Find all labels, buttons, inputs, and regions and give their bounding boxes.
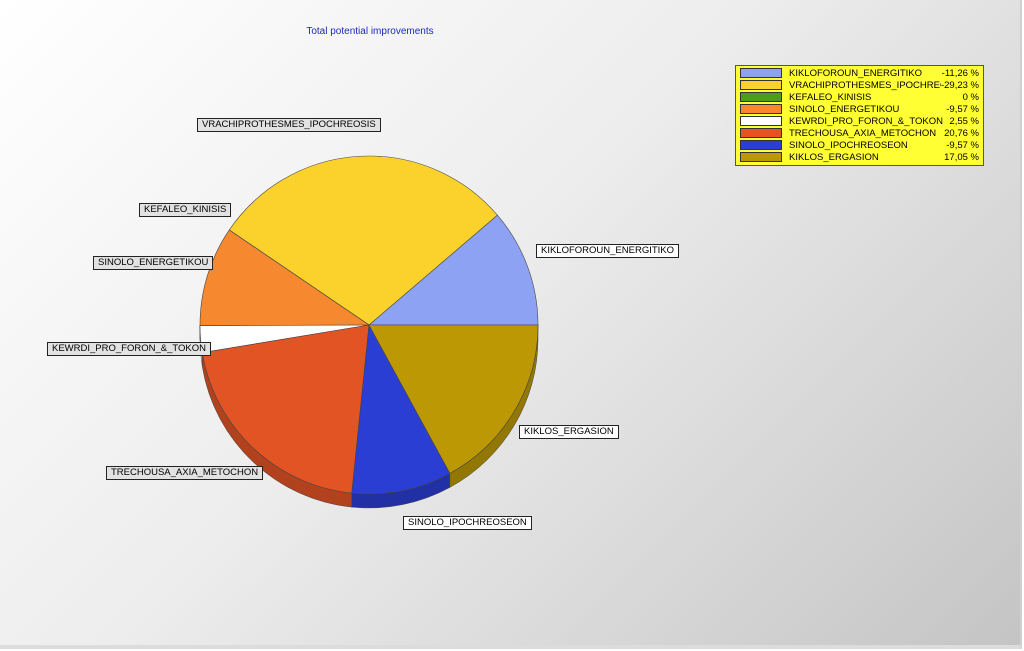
legend-value: 0 % <box>962 91 979 103</box>
legend-value: -9,57 % <box>946 139 979 151</box>
legend-label: SINOLO_ENERGETIKOU <box>789 103 900 115</box>
legend-label: TRECHOUSA_AXIA_METOCHON <box>789 127 937 139</box>
legend-label: KEWRDI_PRO_FORON_&_TOKON <box>789 115 943 127</box>
legend-entry: KEFALEO_KINISIS 0 % <box>736 91 983 103</box>
legend-value: -29,23 % <box>940 79 979 91</box>
legend: KIKLOFOROUN_ENERGITIKO -11,26 % VRACHIPROT… <box>735 65 984 166</box>
slice-label: SINOLO_IPOCHREOSEON <box>403 516 532 530</box>
legend-value: -11,26 % <box>941 67 979 79</box>
pie-slice-7 <box>368 324 539 474</box>
legend-entry: SINOLO_IPOCHREOSEON -9,57 % <box>736 139 983 151</box>
slice-label: VRACHIPROTHESMES_IPOCHREOSIS <box>197 118 381 132</box>
slice-label: KIKLOS_ERGASION <box>519 425 619 439</box>
legend-entry: TRECHOUSA_AXIA_METOCHON 20,76 % <box>736 127 983 139</box>
slice-label: TRECHOUSA_AXIA_METOCHON <box>106 466 264 480</box>
legend-entry: KIKLOS_ERGASION 17,05 % <box>736 151 983 163</box>
legend-value: -9,57 % <box>946 103 979 115</box>
legend-value: 17,05 % <box>944 151 979 163</box>
legend-value: 2,55 % <box>949 115 979 127</box>
slice-label: KIKLOFOROUN_ENERGITIKO <box>536 244 680 258</box>
legend-label: KIKLOFOROUN_ENERGITIKO <box>789 67 923 79</box>
legend-label: SINOLO_IPOCHREOSEON <box>789 139 908 151</box>
legend-label: KEFALEO_KINISIS <box>789 91 872 103</box>
pie-slice-3 <box>199 229 370 326</box>
legend-label: VRACHIPROTHESMES_IPOCHREOSIS <box>789 79 941 91</box>
pie-slice-6 <box>351 324 451 495</box>
chart-title: Total potential improvements <box>306 26 434 37</box>
legend-swatch <box>740 80 782 90</box>
pie-slice-1 <box>228 155 498 326</box>
slice-label: SINOLO_ENERGETIKOU <box>93 256 214 270</box>
legend-swatch <box>740 152 782 162</box>
legend-entry: SINOLO_ENERGETIKOU -9,57 % <box>736 103 983 115</box>
legend-swatch <box>740 104 782 114</box>
legend-swatch <box>740 140 782 150</box>
legend-value: 20,76 % <box>944 127 979 139</box>
legend-swatch <box>740 128 782 138</box>
pie-slice-5 <box>201 324 370 494</box>
slice-label: KEWRDI_PRO_FORON_&_TOKON <box>47 342 211 356</box>
slice-label: KEFALEO_KINISIS <box>139 203 232 217</box>
legend-swatch <box>740 92 782 102</box>
legend-swatch <box>740 116 782 126</box>
legend-label: KIKLOS_ERGASION <box>789 151 879 163</box>
pie-slice-0 <box>368 214 539 326</box>
legend-swatch <box>740 68 782 78</box>
legend-entry: VRACHIPROTHESMES_IPOCHREOSIS-29,23 % <box>736 79 983 91</box>
legend-entry: KEWRDI_PRO_FORON_&_TOKON 2,55 % <box>736 115 983 127</box>
legend-entry: KIKLOFOROUN_ENERGITIKO -11,26 % <box>736 67 983 79</box>
